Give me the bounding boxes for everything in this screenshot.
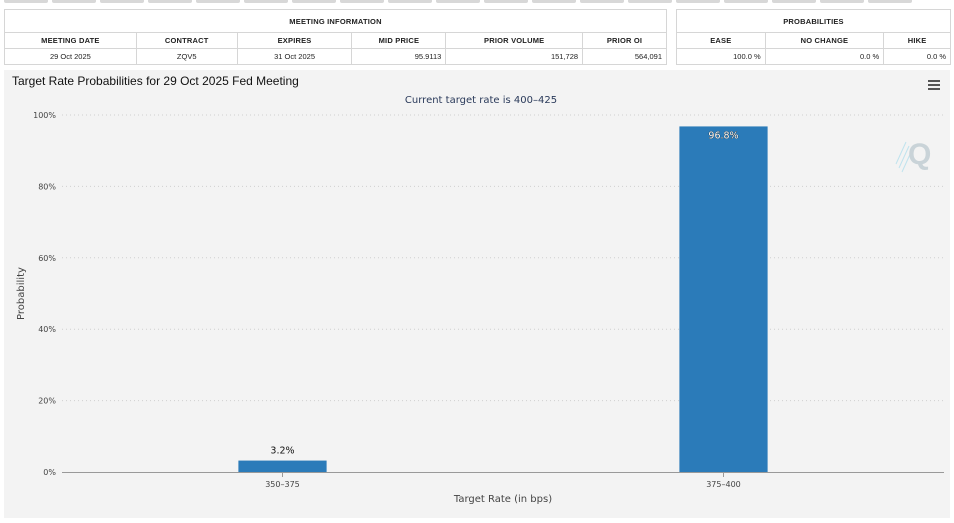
logo-letter: Q [908,138,931,171]
cell-prior-volume: 151,728 [445,48,584,65]
tab[interactable] [148,0,192,3]
tab[interactable] [52,0,96,3]
table-row: 100.0 % 0.0 % 0.0 % [676,48,951,65]
chart-subtitle: Current target rate is 400–425 [405,95,557,106]
chart-title: Target Rate Probabilities for 29 Oct 202… [12,74,299,88]
tab[interactable] [388,0,432,3]
y-axis-title: Probability [16,267,27,320]
column-header-ease: EASE [676,32,766,49]
probabilities-table: PROBABILITIES EASE NO CHANGE HIKE 100.0 … [676,9,951,65]
tab[interactable] [244,0,288,3]
bar [679,126,768,472]
tab[interactable] [292,0,336,3]
data-label: 96.8% [708,130,738,141]
y-tick-label: 100% [33,111,56,120]
tab[interactable] [100,0,144,3]
tab[interactable] [772,0,816,3]
column-header-contract: CONTRACT [135,32,238,49]
x-axis-title: Target Rate (in bps) [453,494,552,505]
chart-panel: Target Rate Probabilities for 29 Oct 202… [4,70,950,518]
cell-mid-price: 95.9113 [351,48,447,65]
cell-expires: 31 Oct 2025 [236,48,353,65]
meeting-information-table: MEETING INFORMATION MEETING DATE CONTRAC… [4,9,667,65]
bar-chart: Current target rate is 400–425 0% 20% 40% 60… [16,95,944,505]
column-header-mid-price: MID PRICE [351,32,447,49]
column-header-prior-oi: PRIOR OI [582,32,667,49]
column-header-expires: EXPIRES [236,32,353,49]
y-tick-label: 20% [38,397,56,406]
cell-hike: 0.0 % [883,48,951,65]
x-tick-label: 350–375 [265,480,300,489]
tab[interactable] [484,0,528,3]
y-tick-label: 0% [43,468,56,477]
cell-prior-oi: 564,091 [582,48,667,65]
column-header-meeting-date: MEETING DATE [4,32,137,49]
tab[interactable] [868,0,912,3]
column-header-no-change: NO CHANGE [764,32,885,49]
tab[interactable] [196,0,240,3]
cell-no-change: 0.0 % [764,48,885,65]
tab[interactable] [4,0,48,3]
tab[interactable] [532,0,576,3]
tab[interactable] [724,0,768,3]
y-tick-label: 80% [38,182,56,191]
y-tick-label: 40% [38,325,56,334]
tab-strip [0,0,954,4]
cell-meeting-date: 29 Oct 2025 [4,48,137,65]
tab[interactable] [436,0,480,3]
meeting-information-header: MEETING INFORMATION [4,9,667,33]
column-header-prior-volume: PRIOR VOLUME [445,32,584,49]
tab[interactable] [580,0,624,3]
cell-contract: ZQV5 [135,48,238,65]
tab[interactable] [340,0,384,3]
tab[interactable] [676,0,720,3]
hamburger-menu-icon[interactable] [928,80,940,90]
q-logo-icon: Q [895,138,931,173]
x-tick-label: 375–400 [706,480,741,489]
bar [238,460,327,472]
tab[interactable] [628,0,672,3]
column-header-hike: HIKE [883,32,951,49]
tab[interactable] [820,0,864,3]
y-tick-label: 60% [38,254,56,263]
table-row: 29 Oct 2025 ZQV5 31 Oct 2025 95.9113 151… [4,48,667,65]
cell-ease: 100.0 % [676,48,766,65]
probabilities-header: PROBABILITIES [676,9,951,33]
data-label: 3.2% [270,446,294,457]
